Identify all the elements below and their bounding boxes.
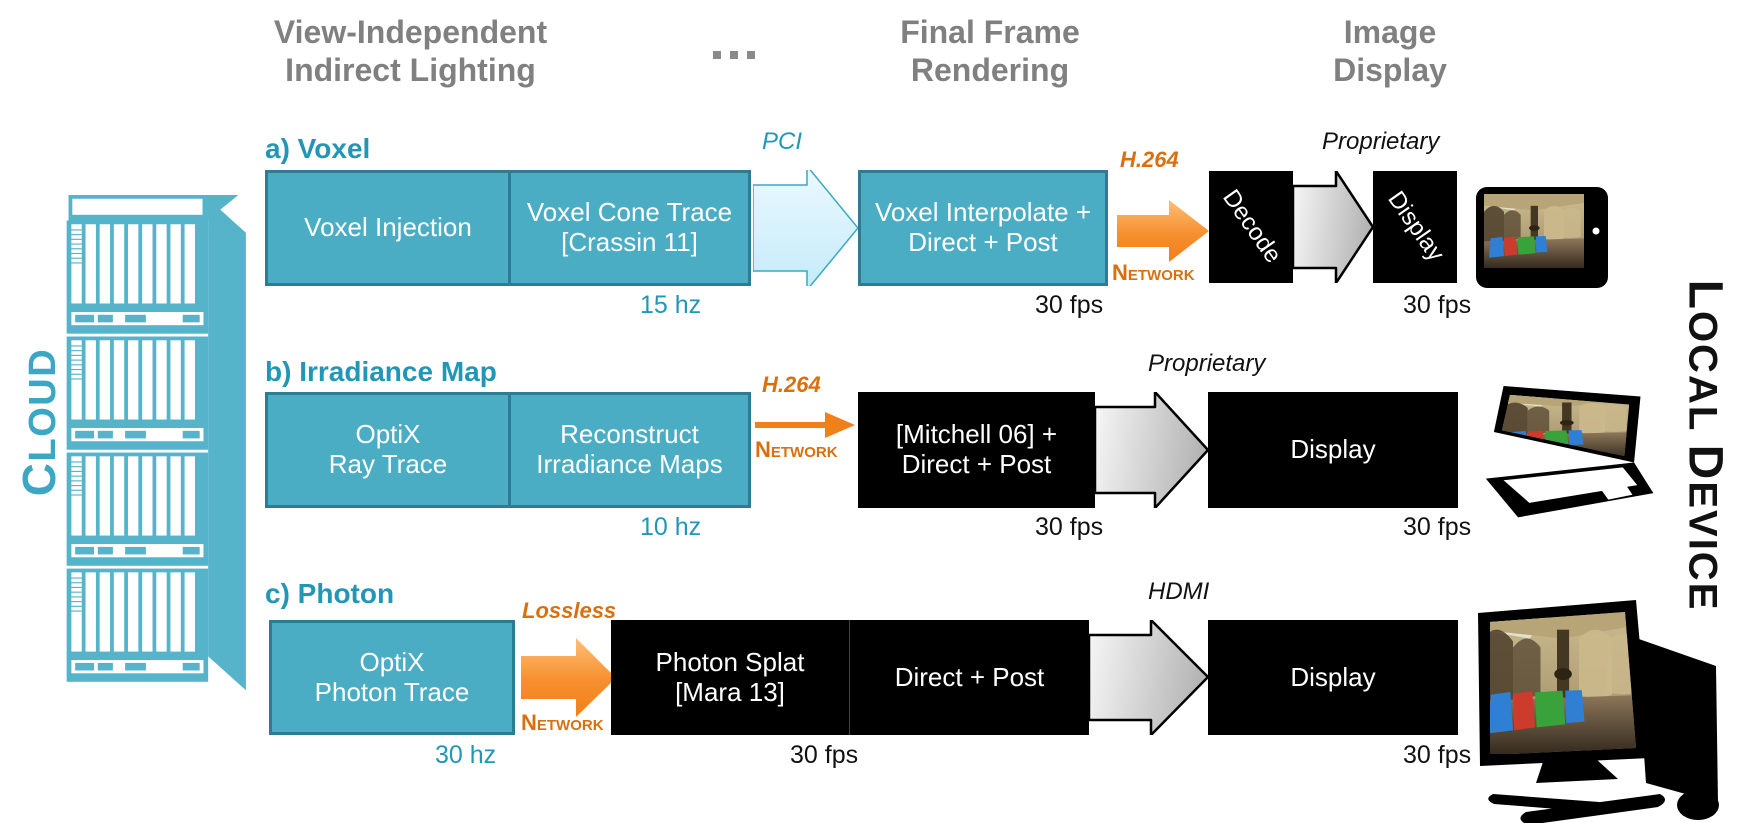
svg-text:Decode: Decode: [1217, 185, 1287, 268]
svg-text:Display: Display: [1382, 186, 1449, 266]
